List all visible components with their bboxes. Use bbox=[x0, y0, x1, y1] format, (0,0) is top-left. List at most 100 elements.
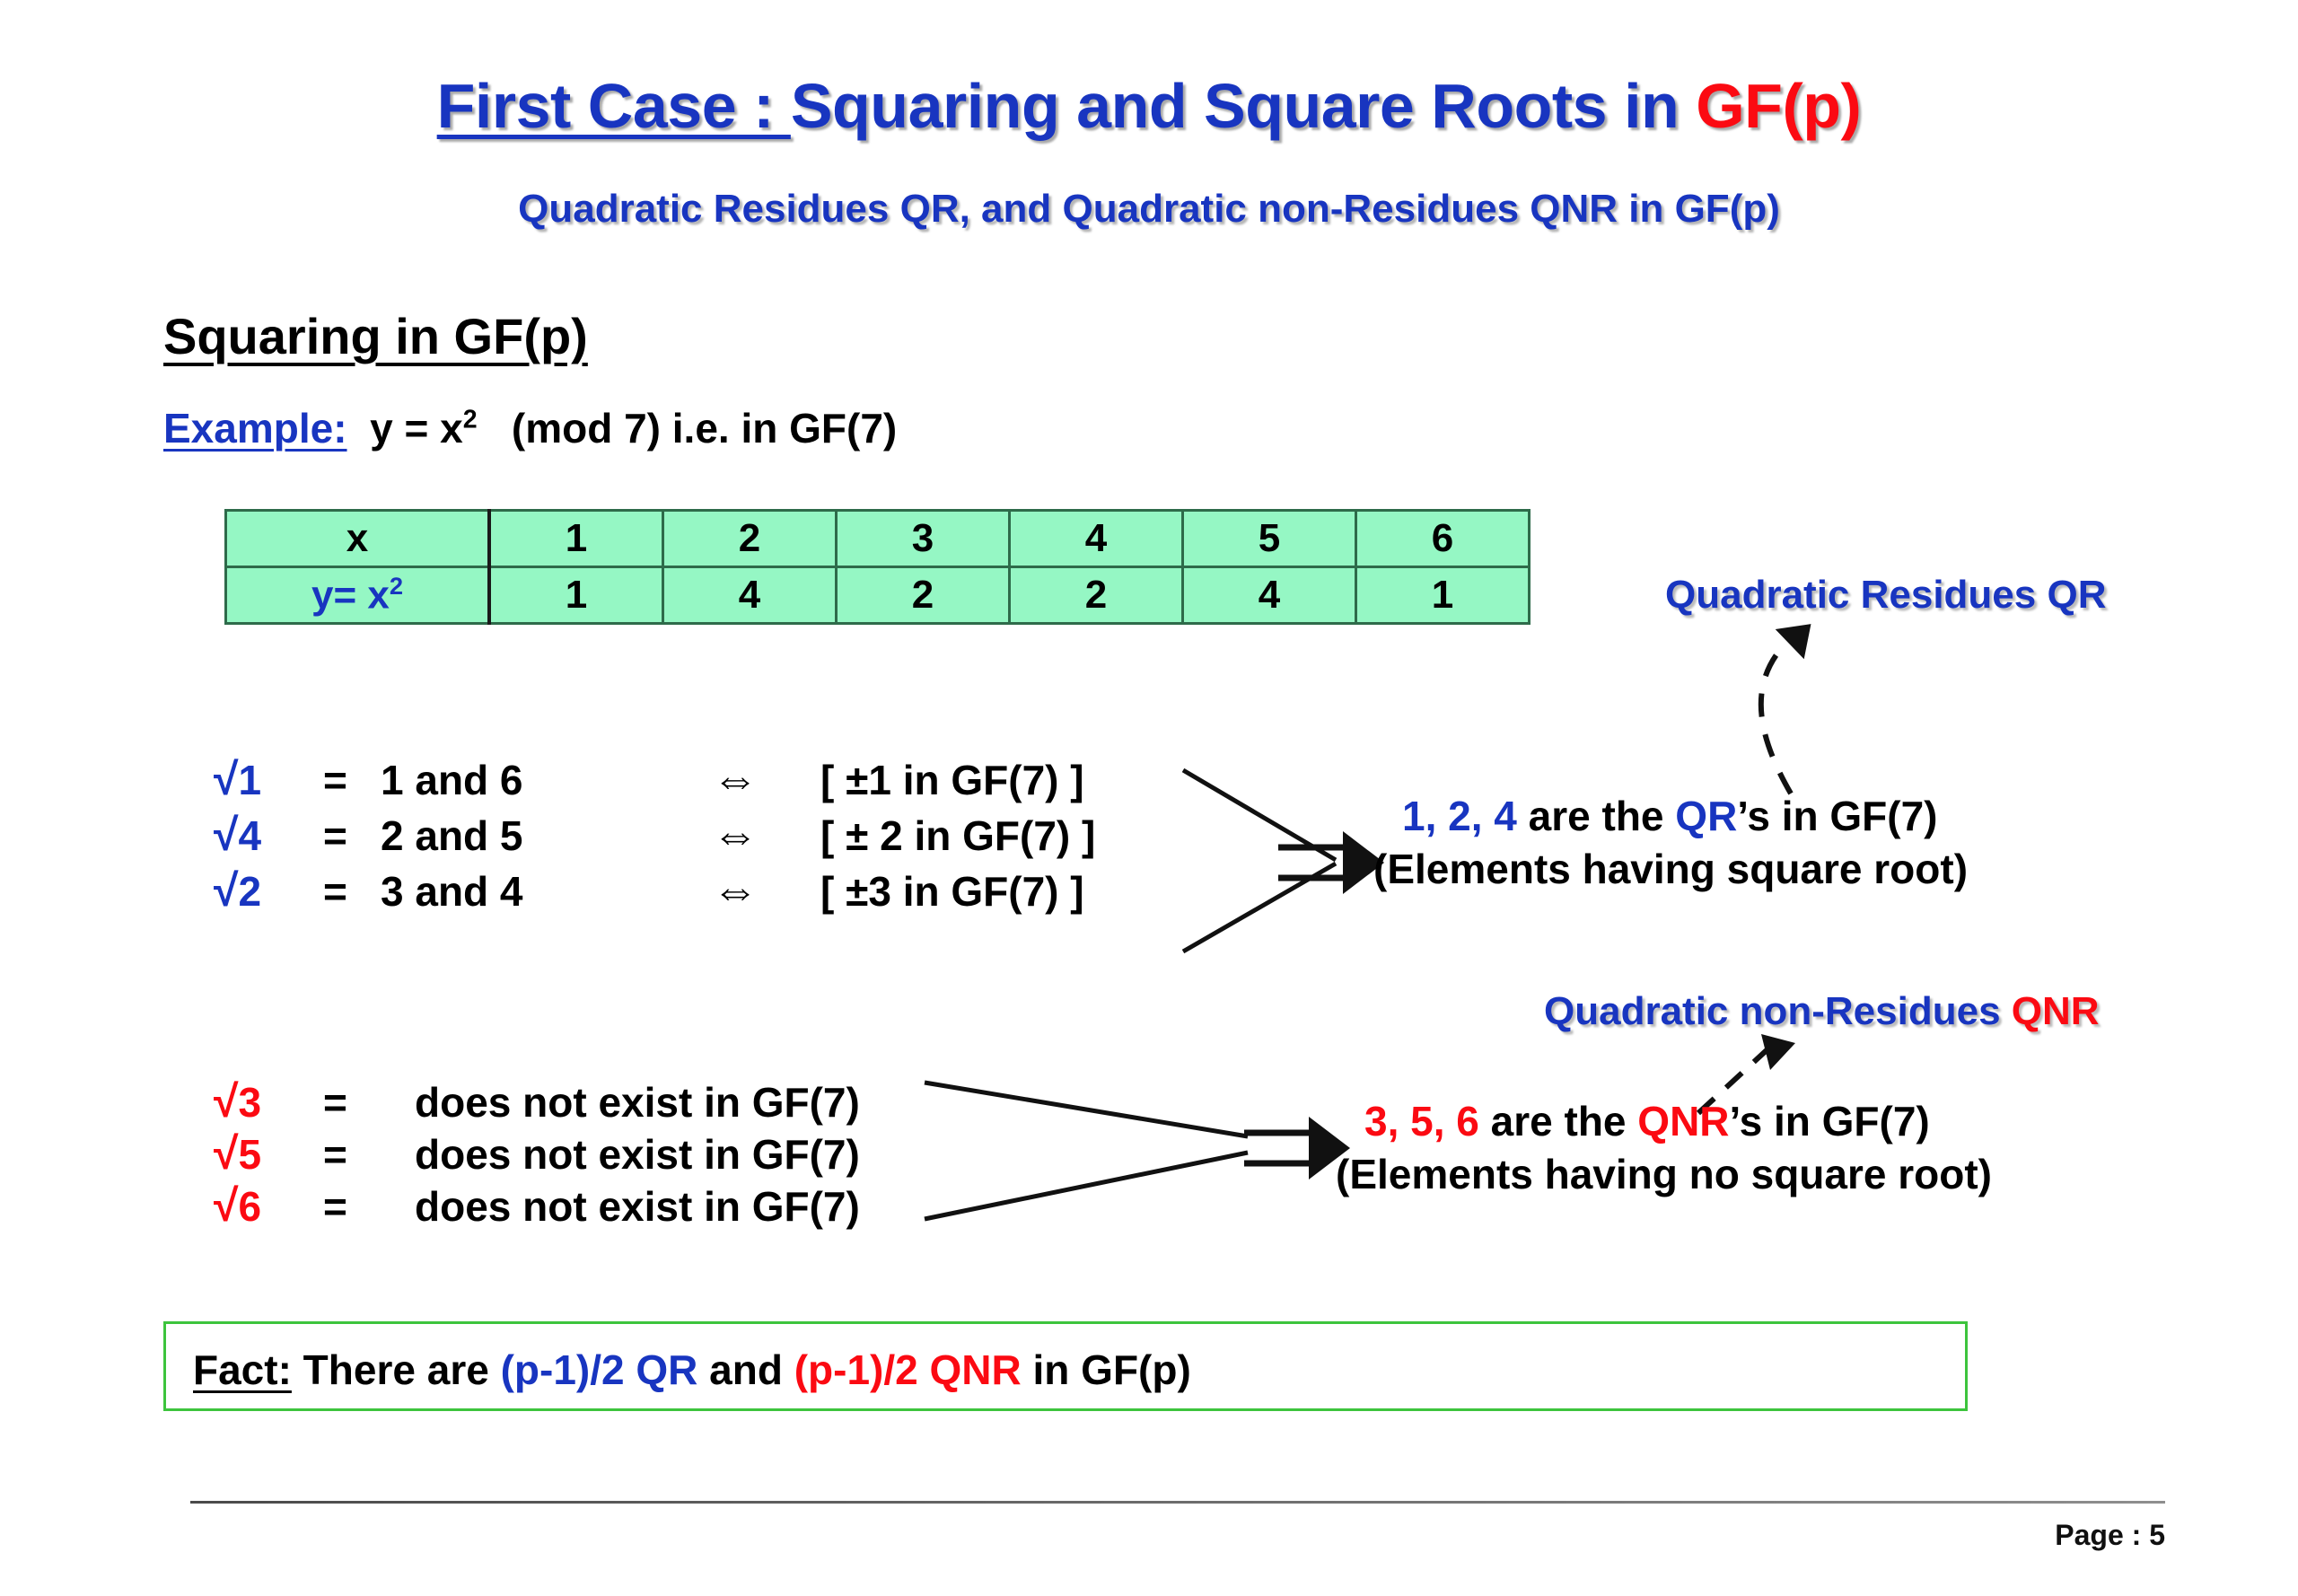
table-cell-x-2: 3 bbox=[835, 509, 1011, 568]
footer-divider bbox=[190, 1501, 2165, 1504]
qnr-equals-0: = bbox=[323, 1079, 347, 1126]
example-formula-suffix: (mod 7) i.e. in GF(7) bbox=[511, 405, 898, 452]
table-cell-y-1: 4 bbox=[662, 566, 838, 625]
qr-radicand-2: 2 bbox=[238, 868, 262, 915]
qnr-equation-row-1: √5 = does not exist in GF(7) bbox=[214, 1127, 860, 1179]
qr-radicand-0: 1 bbox=[238, 757, 262, 803]
qr-bracket-2: [ ±3 in GF(7) ] bbox=[820, 868, 1084, 915]
qnr-equals-2: = bbox=[323, 1183, 347, 1230]
title-part-main: Squaring and Square Roots in bbox=[790, 71, 1697, 141]
table-row-label-y-text: y= x bbox=[311, 573, 390, 618]
page-number: Page : 5 bbox=[2055, 1519, 2165, 1551]
qnr-root-0: √3 bbox=[214, 1075, 323, 1127]
qnr-radicand-1: 5 bbox=[238, 1131, 262, 1178]
qnr-implies-arrow bbox=[1244, 1129, 1312, 1167]
qr-equals-2: = bbox=[323, 868, 347, 915]
qr-root-2: √2 bbox=[214, 864, 323, 916]
qnr-result-text: 3, 5, 6 are the QNR’s in GF(7) (Elements… bbox=[1336, 1095, 1992, 1201]
fact-text-1: There are bbox=[291, 1346, 501, 1393]
callout-quadratic-non-residues: Quadratic non-Residues QNR bbox=[1544, 989, 2100, 1034]
qnr-text-0: does not exist in GF(7) bbox=[415, 1079, 860, 1126]
qnr-result-token: QNR bbox=[1637, 1098, 1730, 1144]
table-cell-y-4: 4 bbox=[1181, 566, 1357, 625]
table-row-label-y: y= x2 bbox=[224, 566, 491, 625]
qr-result-mid: are the bbox=[1516, 793, 1676, 839]
qnr-equation-list: √3 = does not exist in GF(7) √5 = does n… bbox=[214, 1075, 860, 1232]
table-cell-x-3: 4 bbox=[1008, 509, 1184, 568]
qr-equation-row-2: √2 = 3 and 4 ⇔ [ ±3 in GF(7) ] bbox=[214, 864, 1162, 919]
qnr-root-1: √5 bbox=[214, 1127, 323, 1179]
qr-equation-row-0: √1 = 1 and 6 ⇔ [ ±1 in GF(7) ] bbox=[214, 752, 1162, 808]
callout-qnr-token: QNR bbox=[2011, 989, 2100, 1033]
qnr-radicand-2: 6 bbox=[238, 1183, 262, 1230]
page-subtitle: Quadratic Residues QR, and Quadratic non… bbox=[518, 187, 1780, 231]
table-row-label-y-exponent: 2 bbox=[389, 572, 404, 601]
table-row-label-x: x bbox=[224, 509, 491, 568]
qr-result-token: QR bbox=[1675, 793, 1738, 839]
qnr-root-2: √6 bbox=[214, 1179, 323, 1232]
fact-label: Fact: bbox=[193, 1346, 292, 1393]
table-cell-x-0: 1 bbox=[487, 509, 664, 568]
qr-equals-0: = bbox=[323, 757, 347, 803]
table-cell-y-0: 1 bbox=[487, 566, 664, 625]
qr-equals-1: = bbox=[323, 812, 347, 859]
table-cell-x-4: 5 bbox=[1181, 509, 1357, 568]
qr-bracket-0: [ ±1 in GF(7) ] bbox=[820, 757, 1084, 803]
qr-result-tail: ’s in GF(7) bbox=[1737, 793, 1938, 839]
title-part-first-case: First Case : bbox=[436, 71, 791, 141]
qnr-result-tail: ’s in GF(7) bbox=[1729, 1098, 1930, 1144]
fact-text-3: in GF(p) bbox=[1021, 1346, 1191, 1393]
qnr-text-2: does not exist in GF(7) bbox=[415, 1183, 860, 1230]
table-cell-x-5: 6 bbox=[1355, 509, 1531, 568]
callout-quadratic-residues: Quadratic Residues QR bbox=[1665, 573, 2107, 617]
qr-values-1: 2 and 5 bbox=[381, 812, 523, 859]
table-cell-y-5: 1 bbox=[1355, 566, 1531, 625]
qnr-equals-1: = bbox=[323, 1131, 347, 1178]
fact-box: Fact: There are (p-1)/2 QR and (p-1)/2 Q… bbox=[163, 1321, 1968, 1411]
section-heading-squaring: Squaring in GF(p) bbox=[163, 308, 588, 364]
qr-result-text: 1, 2, 4 are the QR’s in GF(7) (Elements … bbox=[1373, 790, 1968, 896]
qnr-result-note: (Elements having no square root) bbox=[1336, 1150, 1992, 1197]
fact-text-2: and bbox=[697, 1346, 794, 1393]
radical-icon: √ bbox=[214, 1076, 239, 1127]
table-row-y: y= x2 1 4 2 2 4 1 bbox=[224, 566, 1531, 625]
example-label: Example: bbox=[163, 405, 347, 452]
qnr-result-values: 3, 5, 6 bbox=[1364, 1098, 1479, 1144]
table-cell-y-3: 2 bbox=[1008, 566, 1184, 625]
radical-icon: √ bbox=[214, 810, 239, 860]
qr-values-0: 1 and 6 bbox=[381, 757, 523, 803]
qr-root-0: √1 bbox=[214, 753, 323, 805]
qnr-result-mid: are the bbox=[1478, 1098, 1638, 1144]
qnr-brace-upper-line bbox=[924, 1080, 1249, 1139]
radical-icon: √ bbox=[214, 1180, 239, 1231]
table-row-x: x 1 2 3 4 5 6 bbox=[224, 509, 1531, 568]
qnr-equation-row-2: √6 = does not exist in GF(7) bbox=[214, 1179, 860, 1232]
table-cell-y-2: 2 bbox=[835, 566, 1011, 625]
iff-icon: ⇔ bbox=[712, 864, 759, 916]
qnr-radicand-0: 3 bbox=[238, 1079, 262, 1126]
qr-values-2: 3 and 4 bbox=[381, 868, 523, 915]
title-part-gfp: GF(p) bbox=[1696, 71, 1862, 141]
iff-icon: ⇔ bbox=[712, 809, 759, 861]
radical-icon: √ bbox=[214, 865, 239, 916]
fact-qnr-count: (p-1)/2 QNR bbox=[794, 1346, 1022, 1393]
radical-icon: √ bbox=[214, 754, 239, 804]
qr-root-1: √4 bbox=[214, 809, 323, 861]
qr-equation-row-1: √4 = 2 and 5 ⇔ [ ± 2 in GF(7) ] bbox=[214, 808, 1162, 864]
qr-equation-list: √1 = 1 and 6 ⇔ [ ±1 in GF(7) ] √4 = 2 an… bbox=[214, 752, 1162, 919]
qr-result-values: 1, 2, 4 bbox=[1402, 793, 1517, 839]
example-formula-prefix: y = x bbox=[370, 405, 463, 452]
qr-brace-upper-line bbox=[1181, 767, 1338, 863]
page-title: First Case : Squaring and Square Roots i… bbox=[0, 70, 2298, 142]
qnr-brace-lower-line bbox=[924, 1150, 1249, 1222]
fact-text: Fact: There are (p-1)/2 QR and (p-1)/2 Q… bbox=[193, 1346, 1191, 1394]
qr-implies-arrow bbox=[1278, 844, 1346, 881]
squaring-table: x 1 2 3 4 5 6 y= x2 1 4 2 2 4 1 bbox=[224, 509, 1531, 625]
iff-icon: ⇔ bbox=[712, 753, 759, 805]
qnr-equation-row-0: √3 = does not exist in GF(7) bbox=[214, 1075, 860, 1127]
example-line: Example: y = x2 (mod 7) i.e. in GF(7) bbox=[163, 404, 897, 452]
example-formula-exponent: 2 bbox=[462, 405, 478, 434]
qr-bracket-1: [ ± 2 in GF(7) ] bbox=[820, 812, 1096, 859]
fact-qr-count: (p-1)/2 QR bbox=[500, 1346, 698, 1393]
